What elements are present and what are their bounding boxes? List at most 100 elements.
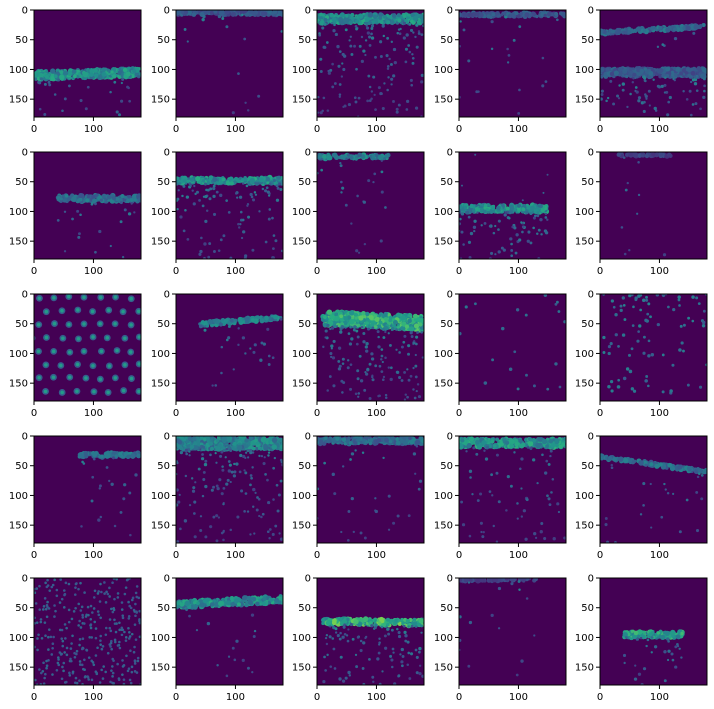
scatter-spot xyxy=(254,491,257,495)
band-spot xyxy=(271,437,278,443)
band-spot xyxy=(369,322,375,328)
lattice-spot xyxy=(137,362,141,366)
band-spot xyxy=(469,204,474,209)
scatter-spot xyxy=(663,91,667,94)
band-spot xyxy=(318,439,324,445)
y-tick-label: 50 xyxy=(157,35,170,46)
band-spot xyxy=(221,177,226,182)
y-tick-label: 150 xyxy=(575,379,594,390)
scatter-spot xyxy=(632,389,637,393)
scatter-spot xyxy=(354,100,358,104)
band-spot xyxy=(685,25,691,31)
scatter-spot xyxy=(212,186,216,191)
scatter-spot xyxy=(341,362,345,365)
scatter-spot xyxy=(240,489,244,493)
scatter-spot xyxy=(414,106,419,110)
heatmap-image xyxy=(176,436,283,543)
band-spot xyxy=(658,152,663,157)
band-spot xyxy=(333,315,340,322)
scatter-spot xyxy=(76,209,80,213)
scatter-spot xyxy=(210,447,214,451)
lattice-spot xyxy=(60,282,64,286)
scatter-spot xyxy=(176,461,179,465)
scatter-spot xyxy=(317,95,320,99)
lattice-spot xyxy=(60,308,64,313)
scatter-spot xyxy=(354,449,357,452)
scatter-spot xyxy=(408,50,412,54)
scatter-spot xyxy=(642,351,646,355)
band-spot xyxy=(236,444,243,451)
scatter-spot xyxy=(494,224,497,228)
scatter-spot xyxy=(232,474,237,478)
band-spot xyxy=(329,314,335,320)
scatter-spot xyxy=(334,32,338,37)
scatter-spot xyxy=(402,36,406,40)
scatter-spot xyxy=(319,111,323,115)
scatter-spot xyxy=(222,502,225,506)
scatter-spot xyxy=(279,479,283,483)
scatter-spot xyxy=(647,89,651,93)
scatter-spot xyxy=(43,82,47,86)
scatter-spot xyxy=(398,351,401,354)
scatter-spot xyxy=(520,221,523,224)
band-spot xyxy=(114,454,118,458)
scatter-spot xyxy=(412,388,415,391)
lattice-spot xyxy=(44,309,49,314)
band-spot xyxy=(514,11,519,16)
scatter-spot xyxy=(662,253,667,257)
scatter-spot xyxy=(628,369,633,374)
scatter-spot xyxy=(387,528,391,531)
scatter-spot xyxy=(326,109,330,112)
band-spot xyxy=(354,316,358,320)
scatter-spot xyxy=(208,197,212,201)
scatter-spot xyxy=(415,389,418,393)
band-spot xyxy=(254,438,258,443)
scatter-spot xyxy=(506,216,510,220)
heatmap-background xyxy=(600,294,707,401)
scatter-spot xyxy=(331,472,335,477)
scatter-spot xyxy=(273,456,277,460)
scatter-spot xyxy=(79,213,82,217)
scatter-spot xyxy=(349,458,352,461)
band-spot xyxy=(378,320,383,325)
scatter-spot xyxy=(661,43,665,46)
heatmap-image xyxy=(320,309,424,401)
scatter-spot xyxy=(420,33,424,37)
y-tick-label: 0 xyxy=(588,6,594,17)
band-spot xyxy=(530,205,535,211)
band-spot xyxy=(125,71,131,77)
band-spot xyxy=(329,12,335,18)
scatter-spot xyxy=(697,302,701,305)
x-tick-label: 0 xyxy=(597,408,603,419)
scatter-spot xyxy=(357,96,361,100)
band-spot xyxy=(101,71,106,77)
scatter-spot xyxy=(600,92,604,96)
scatter-spot xyxy=(221,16,225,20)
scatter-spot xyxy=(338,95,341,98)
band-spot xyxy=(110,70,114,74)
scatter-spot xyxy=(413,396,417,400)
band-spot xyxy=(237,179,241,183)
lattice-spot-halo xyxy=(150,334,157,341)
band-spot xyxy=(395,312,401,318)
scatter-spot xyxy=(94,202,97,205)
x-tick-label: 0 xyxy=(31,124,37,135)
scatter-spot xyxy=(537,228,541,232)
scatter-spot xyxy=(695,74,699,79)
scatter-spot xyxy=(253,532,256,535)
y-tick-label: 50 xyxy=(15,177,28,188)
band-spot xyxy=(617,152,622,157)
scatter-spot xyxy=(607,384,611,389)
scatter-spot xyxy=(377,394,380,398)
x-tick-label: 0 xyxy=(31,408,37,419)
scatter-spot xyxy=(338,83,342,86)
scatter-spot xyxy=(349,363,353,366)
band-spot xyxy=(391,13,397,18)
scatter-spot xyxy=(365,24,368,27)
scatter-spot xyxy=(698,385,703,389)
band-spot xyxy=(338,16,343,22)
scatter-spot xyxy=(473,229,476,233)
scatter-spot xyxy=(237,327,240,330)
scatter-spot xyxy=(117,113,122,117)
lattice-spot-halo xyxy=(150,280,157,287)
